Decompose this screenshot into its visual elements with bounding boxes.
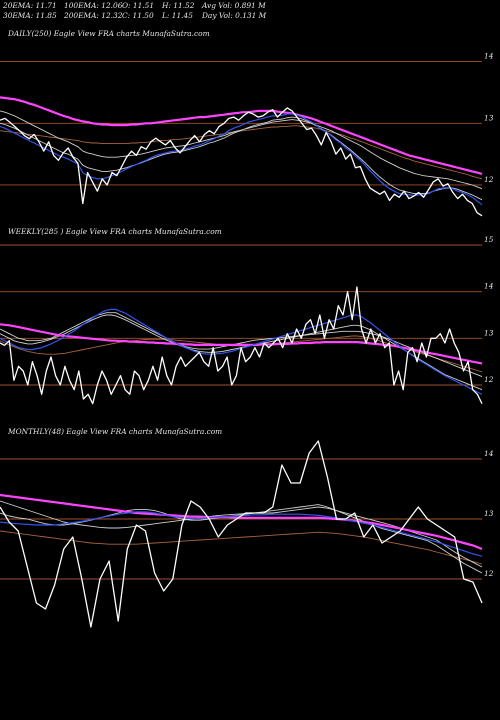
- low-label: L: 11.45: [162, 11, 193, 20]
- monthly-panel-title: MONTHLY(48) Eagle View FRA charts Munafa…: [8, 427, 223, 436]
- high-label: H: 11.52: [162, 1, 195, 10]
- monthly-price-line: [0, 440, 483, 628]
- weekly-panel: 15 14 13 12: [0, 235, 494, 405]
- monthly-y-tick-label: 13: [484, 509, 494, 518]
- weekly-panel-title: WEEKLY(285 ) Eagle View FRA charts Munaf…: [8, 227, 222, 236]
- close-label: C: 11.50: [122, 11, 154, 20]
- weekly-y-tick-label: 14: [484, 282, 494, 291]
- monthly-y-tick-label: 12: [484, 569, 494, 578]
- daily-panel: 14 13 12: [0, 52, 494, 217]
- weekly-y-tick-label: 13: [484, 328, 494, 337]
- daily-panel-title: DAILY(250) Eagle View FRA charts MunafaS…: [8, 29, 210, 38]
- monthly-y-tick-label: 14: [484, 449, 494, 458]
- daily-ema-gray-line: [0, 110, 483, 190]
- daily-ema-gray-line: [0, 116, 483, 201]
- monthly-ema-gray-line: [0, 500, 483, 568]
- ema20-label: 20EMA: 11.71: [3, 1, 57, 10]
- day-vol-label: Day Vol: 0.131 M: [202, 11, 267, 20]
- weekly-price-line: [0, 286, 483, 405]
- avg-vol-label: Avg Vol: 0.891 M: [202, 1, 266, 10]
- weekly-ema-gray-line: [0, 312, 483, 378]
- daily-price-line: [0, 107, 483, 217]
- ema30-label: 30EMA: 11.85: [3, 11, 57, 20]
- daily-ema-long-line: [0, 96, 483, 175]
- monthly-ema-brown-line: [0, 530, 483, 565]
- monthly-panel: 14 13 12: [0, 440, 494, 628]
- daily-ema-brown-line: [0, 125, 483, 180]
- daily-y-tick-label: 13: [484, 113, 494, 122]
- weekly-y-tick-label: 15: [484, 235, 494, 244]
- monthly-ema-gray-line: [0, 504, 483, 574]
- daily-y-tick-label: 14: [484, 52, 494, 61]
- open-label: O: 11.51: [122, 1, 155, 10]
- ema100-label: 100EMA: 12.06: [64, 1, 123, 10]
- daily-y-tick-label: 12: [484, 175, 494, 184]
- weekly-ema-gray-line: [0, 314, 483, 391]
- ema200-label: 200EMA: 12.32: [64, 11, 123, 20]
- weekly-y-tick-label: 12: [484, 375, 494, 384]
